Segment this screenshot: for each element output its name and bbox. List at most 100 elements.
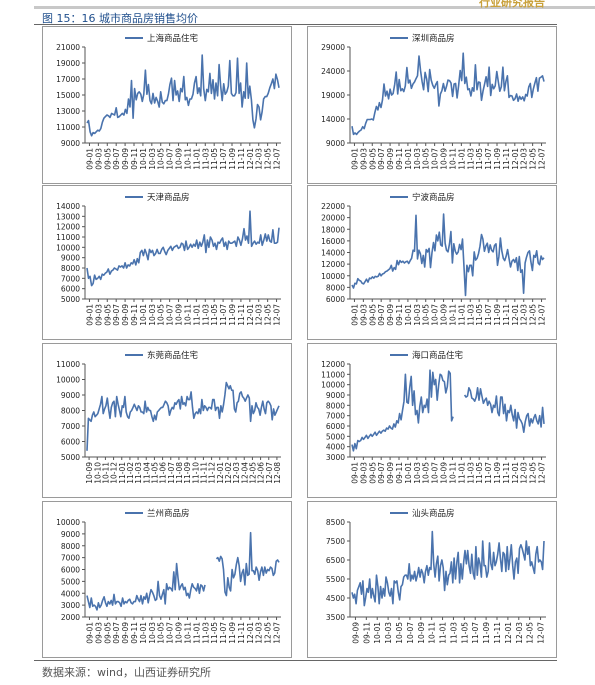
title-rule <box>34 24 557 25</box>
series-line <box>351 52 545 136</box>
y-tick-label: 4000 <box>61 589 80 598</box>
x-tick-label: 10-05 <box>422 304 431 326</box>
x-tick-label: 10-07 <box>166 148 175 170</box>
x-tick-label: 09-03 <box>94 622 103 644</box>
x-tick-label: 12-04 <box>240 462 249 484</box>
x-tick-label: 12-07 <box>273 148 282 170</box>
y-tick-label: 10000 <box>56 376 80 385</box>
legend-label: 海口商品住宅 <box>412 350 463 361</box>
x-tick-label: 12-05 <box>248 462 257 484</box>
y-tick-label: 11000 <box>56 123 80 132</box>
x-tick-label: 10-10 <box>93 462 102 484</box>
x-tick-label: 11-11 <box>493 622 502 644</box>
x-tick-label: 10-12 <box>110 462 119 484</box>
x-tick-label: 11-09 <box>493 304 502 326</box>
y-tick-label: 7000 <box>61 274 80 283</box>
series-line <box>351 369 545 452</box>
x-tick-label: 10-03 <box>413 148 422 170</box>
x-tick-label: 11-03 <box>201 304 210 326</box>
x-tick-label: 11-11 <box>237 304 246 326</box>
y-tick-label: 6000 <box>326 422 345 431</box>
x-tick-label: 11-09 <box>228 622 237 644</box>
y-tick-label: 13000 <box>56 107 80 116</box>
x-tick-label: 10-01 <box>404 304 413 326</box>
x-tick-label: 10-01 <box>139 304 148 326</box>
x-tick-label: 10-11 <box>448 148 457 170</box>
chart-panel-shanghai: 上海商品住宅 9000 11000 13000 15000 17000 19000 21000… <box>42 26 292 184</box>
x-tick-label: 11-02 <box>126 462 135 484</box>
x-tick-label: 10-05 <box>395 622 404 644</box>
legend-label: 汕头商品房 <box>412 508 455 519</box>
x-tick-label: 11-01 <box>118 462 127 484</box>
x-tick-label: 09-03 <box>94 304 103 326</box>
legend-label: 兰州商品房 <box>147 508 190 519</box>
x-tick-label: 12-01 <box>216 462 225 484</box>
x-tick-label: 10-01 <box>404 148 413 170</box>
x-tick-label: 12-05 <box>529 462 538 484</box>
x-tick-label: 10-05 <box>422 148 431 170</box>
x-tick-label: 10-11 <box>448 304 457 326</box>
x-tick-label: 09-11 <box>362 622 371 644</box>
x-tick-label: 09-09 <box>121 304 130 326</box>
y-tick-label: 5500 <box>326 575 345 584</box>
x-tick-label: 11-05 <box>475 148 484 170</box>
x-tick-label: 11-07 <box>484 304 493 326</box>
x-tick-label: 12-07 <box>538 148 547 170</box>
x-tick-label: 12-03 <box>255 622 264 644</box>
y-tick-label: 11000 <box>321 370 345 379</box>
x-tick-label: 12-07 <box>273 622 282 644</box>
chart-legend: 海口商品住宅 <box>390 350 463 361</box>
x-tick-label: 10-07 <box>431 462 440 484</box>
x-tick-label: 10-05 <box>422 462 431 484</box>
y-tick-label: 7000 <box>61 554 80 563</box>
x-tick-label: 12-07 <box>265 462 274 484</box>
chart-panel-haikou: 海口商品住宅 3000 4000 5000 6000 7000 8000 9000 10000 1… <box>307 343 557 498</box>
y-tick-label: 19000 <box>321 91 345 100</box>
x-tick-label: 11-01 <box>192 304 201 326</box>
report-header-mark: 行业研究报告 <box>479 0 545 9</box>
x-tick-label: 12-01 <box>511 462 520 484</box>
y-tick-label: 21000 <box>56 43 80 52</box>
x-tick-label: 11-09 <box>183 462 192 484</box>
y-tick-label: 8000 <box>326 401 345 410</box>
y-tick-label: 8000 <box>326 283 345 292</box>
x-tick-label: 10-03 <box>413 462 422 484</box>
chart-legend: 兰州商品房 <box>125 508 190 519</box>
x-tick-label: 11-11 <box>237 622 246 644</box>
x-tick-label: 12-01 <box>511 304 520 326</box>
x-tick-label: 11-05 <box>210 304 219 326</box>
x-tick-label: 12-07 <box>538 304 547 326</box>
x-tick-label: 09-11 <box>130 304 139 326</box>
y-tick-label: 22000 <box>321 202 345 211</box>
x-tick-label: 09-07 <box>377 462 386 484</box>
x-tick-label: 12-03 <box>255 304 264 326</box>
x-tick-label: 09-07 <box>112 148 121 170</box>
chart-legend: 宁波商品房 <box>390 192 455 203</box>
x-tick-label: 09-09 <box>386 148 395 170</box>
x-tick-label: 09-01 <box>85 148 94 170</box>
series-line <box>351 530 545 607</box>
x-tick-label: 11-03 <box>466 148 475 170</box>
chart-panel-shantou: 汕头商品房 3500 4500 5500 6500 7500 8500 09-09 09-11 1… <box>307 501 557 658</box>
x-tick-label: 09-07 <box>377 148 386 170</box>
x-tick-label: 12-03 <box>255 148 264 170</box>
x-tick-label: 11-05 <box>210 622 219 644</box>
y-tick-label: 18000 <box>321 225 345 234</box>
x-tick-label: 11-01 <box>192 622 201 644</box>
x-tick-label: 09-05 <box>368 148 377 170</box>
x-tick-label: 09-01 <box>85 304 94 326</box>
chart-legend: 深圳商品房 <box>390 33 455 44</box>
x-tick-label: 12-07 <box>538 462 547 484</box>
x-tick-label: 09-01 <box>85 622 94 644</box>
chart-panel-shenzhen: 深圳商品房 9000 14000 19000 24000 29000 09-01 09-03 0… <box>307 26 557 184</box>
y-tick-label: 10000 <box>56 243 80 252</box>
chart-svg: 兰州商品房 2000 3000 4000 5000 6000 7000 8000 9000 100… <box>56 508 282 644</box>
x-tick-label: 10-09 <box>440 148 449 170</box>
x-tick-label: 10-03 <box>148 304 157 326</box>
y-tick-label: 10000 <box>321 272 345 281</box>
x-tick-label: 11-03 <box>201 622 210 644</box>
x-tick-label: 10-07 <box>166 622 175 644</box>
x-tick-label: 11-11 <box>237 148 246 170</box>
x-tick-label: 12-05 <box>529 148 538 170</box>
